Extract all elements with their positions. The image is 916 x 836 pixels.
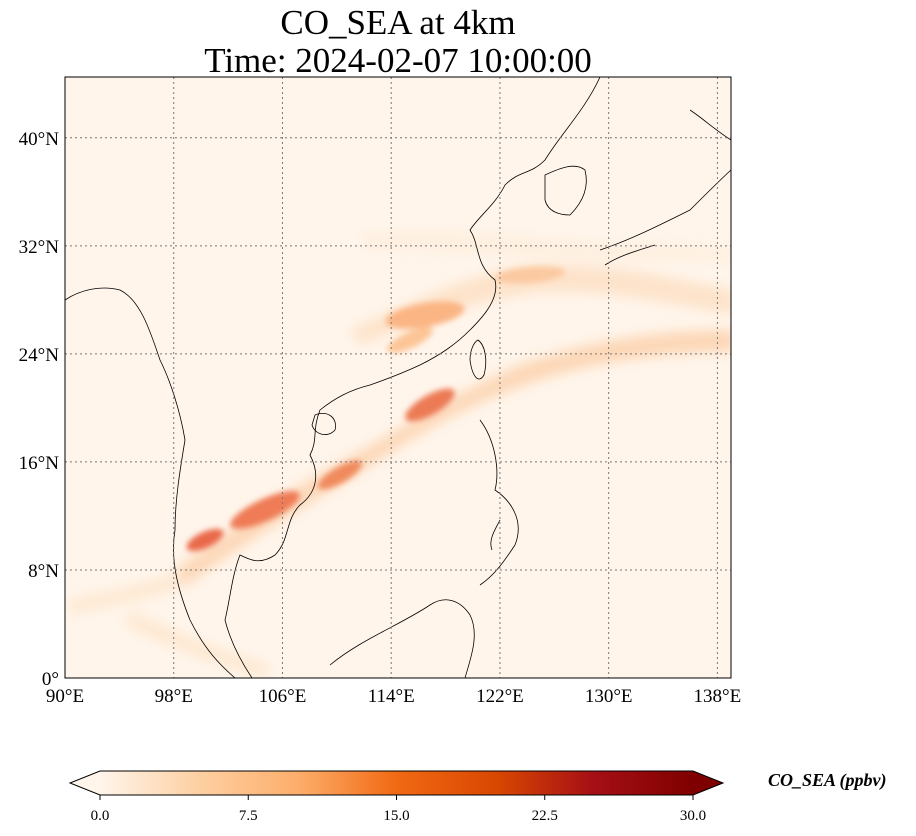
map-panel: 90°E 98°E 106°E 114°E 122°E 130°E 138°E 0° 8°N 1… bbox=[19, 76, 741, 707]
lon-tick-label: 106°E bbox=[259, 686, 307, 707]
co-concentration-field bbox=[70, 231, 731, 678]
lat-tick-label: 32°N bbox=[19, 237, 60, 258]
colorbar-tick-label: 7.5 bbox=[239, 808, 258, 824]
lat-tick-label: 8°N bbox=[28, 561, 59, 582]
lat-tick-label: 24°N bbox=[19, 345, 60, 366]
coastline-indochina-west bbox=[65, 287, 236, 678]
colorbar-ticks: 0.0 7.5 15.0 22.5 30.0 bbox=[91, 795, 706, 824]
hotspot-fujian bbox=[385, 301, 465, 329]
colorbar-tick-label: 22.5 bbox=[532, 808, 558, 824]
coastline-philippines bbox=[479, 419, 519, 586]
hotspot-south-china-sea bbox=[317, 460, 363, 490]
longitude-axis: 90°E 98°E 106°E 114°E 122°E 130°E 138°E bbox=[46, 686, 741, 707]
plume-malaysia bbox=[125, 610, 270, 678]
lat-tick-label: 0° bbox=[42, 669, 59, 690]
colorbar-bar bbox=[68, 770, 725, 796]
lon-tick-label: 114°E bbox=[368, 686, 415, 707]
latitude-axis: 0° 8°N 16°N 24°N 32°N 40°N bbox=[19, 129, 60, 690]
lat-tick-label: 16°N bbox=[19, 453, 60, 474]
lat-tick-label: 40°N bbox=[19, 129, 60, 150]
hotspot-taiwan-strait bbox=[405, 388, 455, 422]
lon-tick-label: 98°E bbox=[155, 686, 193, 707]
plume-indochina-west bbox=[70, 570, 185, 615]
plume-east-china-sea bbox=[350, 264, 731, 345]
plume-band-north bbox=[360, 231, 731, 262]
map-subtitle-time: Time: 2024-02-07 10:00:00 bbox=[204, 41, 592, 80]
hotspot-cambodia bbox=[230, 491, 300, 529]
gridlines bbox=[65, 77, 731, 678]
map-title: CO_SEA at 4km bbox=[280, 3, 516, 42]
coastline-borneo bbox=[329, 599, 475, 678]
colorbar-label: CO_SEA (ppbv) bbox=[768, 770, 887, 790]
coastline-korea bbox=[544, 165, 587, 216]
lon-tick-label: 122°E bbox=[476, 686, 524, 707]
colorbar-tick-label: 0.0 bbox=[91, 808, 110, 824]
lon-tick-label: 90°E bbox=[46, 686, 84, 707]
hotspot-northern-plume bbox=[495, 266, 565, 284]
colorbar-tick-label: 15.0 bbox=[383, 808, 409, 824]
coastline-hainan bbox=[311, 413, 336, 435]
coastline-china bbox=[224, 77, 601, 678]
map-frame bbox=[64, 76, 732, 679]
hotspot-thailand bbox=[186, 528, 224, 552]
colorbar: 0.0 7.5 15.0 22.5 30.0 bbox=[68, 770, 725, 824]
lon-tick-label: 138°E bbox=[694, 686, 742, 707]
coastlines bbox=[65, 77, 731, 678]
hotspot-jiangxi bbox=[387, 327, 433, 353]
colorbar-tick-label: 30.0 bbox=[680, 808, 706, 824]
lon-tick-label: 130°E bbox=[585, 686, 633, 707]
